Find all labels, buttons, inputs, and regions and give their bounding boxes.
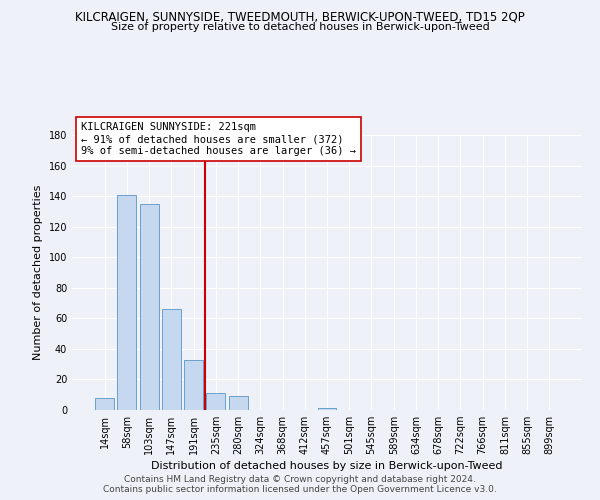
Bar bbox=[206, 393, 225, 410]
X-axis label: Distribution of detached houses by size in Berwick-upon-Tweed: Distribution of detached houses by size … bbox=[151, 462, 503, 471]
Text: Size of property relative to detached houses in Berwick-upon-Tweed: Size of property relative to detached ho… bbox=[110, 22, 490, 32]
Text: KILCRAIGEN, SUNNYSIDE, TWEEDMOUTH, BERWICK-UPON-TWEED, TD15 2QP: KILCRAIGEN, SUNNYSIDE, TWEEDMOUTH, BERWI… bbox=[75, 11, 525, 24]
Bar bbox=[229, 396, 248, 410]
Text: Contains HM Land Registry data © Crown copyright and database right 2024.
Contai: Contains HM Land Registry data © Crown c… bbox=[103, 474, 497, 494]
Bar bbox=[140, 204, 158, 410]
Bar bbox=[95, 398, 114, 410]
Bar bbox=[317, 408, 337, 410]
Text: KILCRAIGEN SUNNYSIDE: 221sqm
← 91% of detached houses are smaller (372)
9% of se: KILCRAIGEN SUNNYSIDE: 221sqm ← 91% of de… bbox=[81, 122, 356, 156]
Bar bbox=[162, 309, 181, 410]
Bar bbox=[118, 194, 136, 410]
Y-axis label: Number of detached properties: Number of detached properties bbox=[33, 185, 43, 360]
Bar bbox=[184, 360, 203, 410]
